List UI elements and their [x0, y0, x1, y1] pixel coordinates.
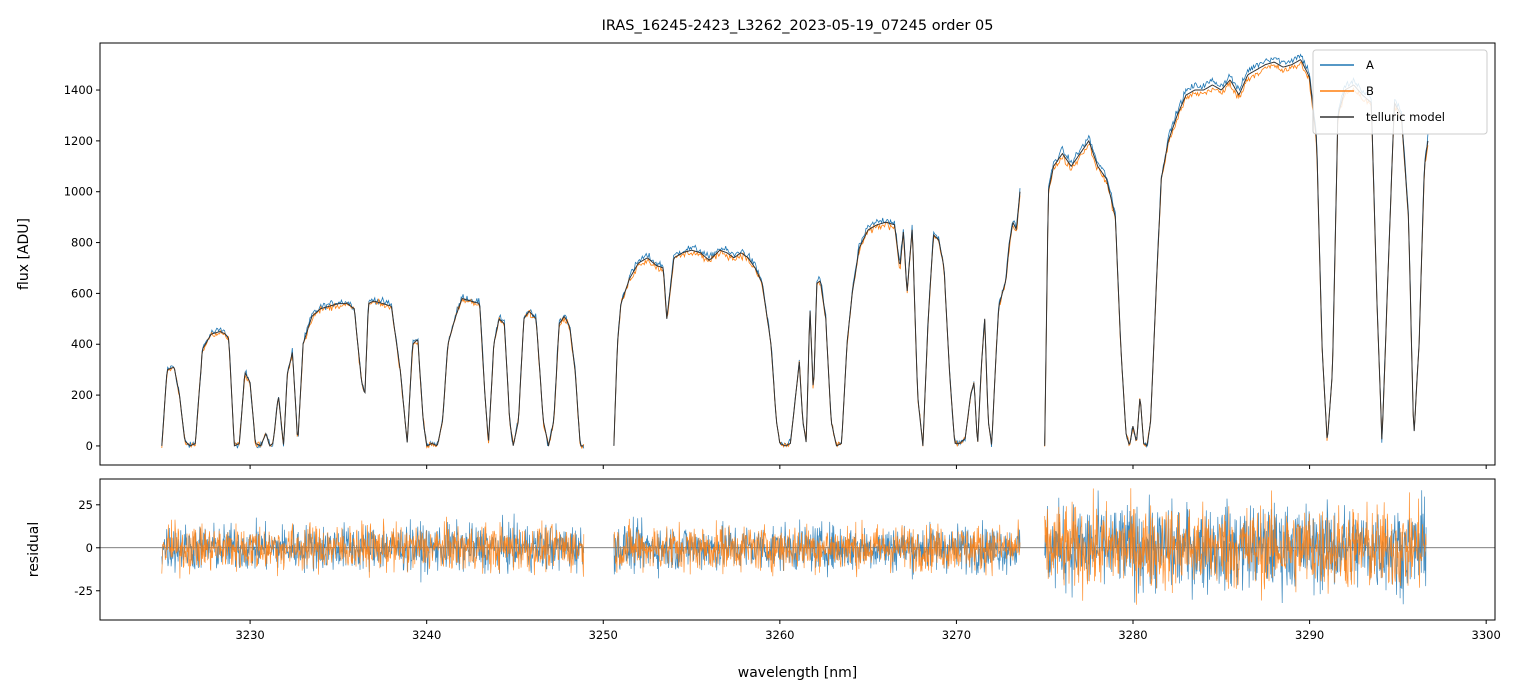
legend-label-1: A	[1366, 58, 1374, 72]
flux-y-tick-label: 1200	[64, 134, 93, 148]
flux-y-tick-label: 0	[86, 439, 93, 453]
residual-x-tick-label: 3250	[589, 628, 618, 642]
residual-y-axis-label: residual	[26, 522, 42, 577]
residual-y-tick-label: 25	[78, 498, 93, 512]
flux-y-tick-label: 800	[71, 236, 93, 250]
flux-frame	[99, 42, 1496, 466]
residual-x-tick-label: 3270	[942, 628, 971, 642]
flux-series-a	[161, 294, 585, 449]
residual-frame	[99, 478, 1496, 621]
legend-box	[1312, 49, 1488, 135]
legend-label-3: telluric model	[1366, 110, 1445, 124]
flux-y-tick-label: 1000	[64, 185, 93, 199]
flux-x-ticks	[249, 465, 1487, 469]
flux-y-ticks: 0 200 400 600 800 1000 1200 1400	[64, 83, 100, 453]
x-axis-label: wavelength [nm]	[738, 665, 857, 681]
flux-y-tick-label: 1400	[64, 83, 93, 97]
flux-marks	[161, 53, 1429, 450]
residual-marks	[100, 488, 1495, 605]
residual-y-ticks: -25 0 25	[74, 498, 100, 598]
flux-series-b	[613, 195, 1021, 448]
residual-series-a	[161, 513, 585, 583]
telluric-model-line	[613, 191, 1021, 447]
residual-series-b	[1044, 488, 1427, 605]
residual-x-tick-label: 3280	[1118, 628, 1147, 642]
residual-y-tick-label: -25	[74, 584, 93, 598]
flux-series-a	[613, 188, 1021, 448]
flux-y-tick-label: 200	[71, 388, 93, 402]
residual-x-ticks: 3230 3240 3250 3260 3270 3280 3290 3300	[235, 620, 1501, 642]
residual-x-tick-label: 3300	[1472, 628, 1501, 642]
residual-x-tick-label: 3230	[235, 628, 264, 642]
residual-series-b	[613, 518, 1021, 578]
flux-y-axis-label: flux [ADU]	[16, 218, 32, 290]
flux-panel: 0 200 400 600 800 1000 1200 1400 flux [ADU]	[16, 42, 1496, 469]
residual-y-tick-label: 0	[86, 541, 93, 555]
legend-label-2: B	[1366, 84, 1374, 98]
chart-title: IRAS_16245-2423_L3262_2023-05-19_07245 o…	[602, 18, 994, 34]
residual-x-tick-label: 3290	[1295, 628, 1324, 642]
residual-series-b	[161, 516, 585, 579]
flux-y-tick-label: 400	[71, 337, 93, 351]
residual-x-tick-label: 3240	[412, 628, 441, 642]
residual-x-tick-label: 3260	[765, 628, 794, 642]
flux-y-tick-label: 600	[71, 286, 93, 300]
telluric-model-line	[161, 297, 584, 447]
